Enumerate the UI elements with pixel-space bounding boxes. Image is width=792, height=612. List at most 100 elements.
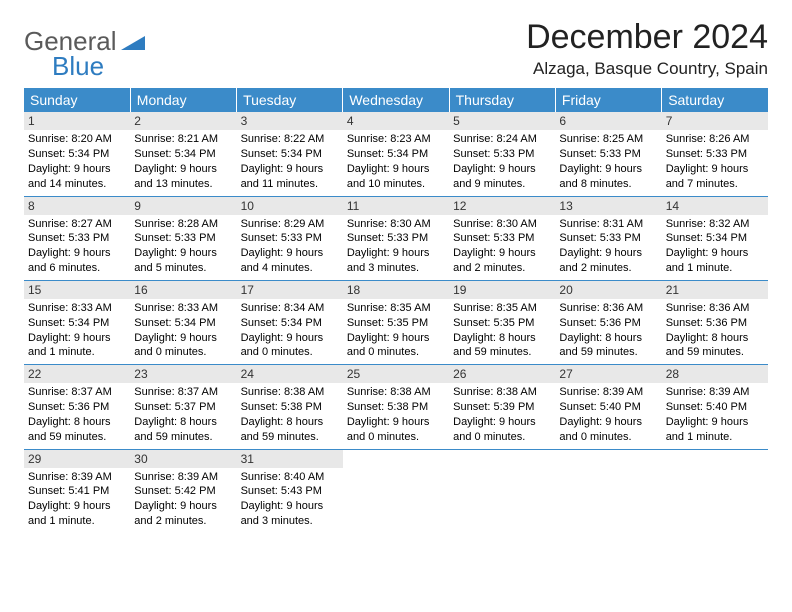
- daylight-text: Daylight: 9 hours and 11 minutes.: [241, 162, 339, 192]
- calendar-cell: [343, 449, 449, 533]
- sunset-text: Sunset: 5:34 PM: [241, 147, 339, 162]
- daylight-text: Daylight: 9 hours and 1 minute.: [666, 415, 764, 445]
- sunset-text: Sunset: 5:35 PM: [347, 316, 445, 331]
- sunrise-text: Sunrise: 8:30 AM: [453, 217, 551, 232]
- sunrise-text: Sunrise: 8:28 AM: [134, 217, 232, 232]
- calendar-cell: 16Sunrise: 8:33 AMSunset: 5:34 PMDayligh…: [130, 280, 236, 364]
- weekday-header: Wednesday: [343, 88, 449, 112]
- calendar-cell: 30Sunrise: 8:39 AMSunset: 5:42 PMDayligh…: [130, 449, 236, 533]
- sunrise-text: Sunrise: 8:20 AM: [28, 132, 126, 147]
- day-number: 21: [662, 281, 768, 299]
- calendar-cell: 12Sunrise: 8:30 AMSunset: 5:33 PMDayligh…: [449, 196, 555, 280]
- day-number: 24: [237, 365, 343, 383]
- calendar-cell: 22Sunrise: 8:37 AMSunset: 5:36 PMDayligh…: [24, 365, 130, 449]
- sunset-text: Sunset: 5:35 PM: [453, 316, 551, 331]
- day-number: 2: [130, 112, 236, 130]
- sunrise-text: Sunrise: 8:22 AM: [241, 132, 339, 147]
- daylight-text: Daylight: 9 hours and 8 minutes.: [559, 162, 657, 192]
- sunrise-text: Sunrise: 8:25 AM: [559, 132, 657, 147]
- calendar-cell: 17Sunrise: 8:34 AMSunset: 5:34 PMDayligh…: [237, 280, 343, 364]
- calendar-cell: 18 Sunrise: 8:35 AMSunset: 5:35 PMDayligh…: [343, 280, 449, 364]
- location: Alzaga, Basque Country, Spain: [526, 59, 768, 79]
- sunset-text: Sunset: 5:33 PM: [453, 231, 551, 246]
- day-number: 14: [662, 197, 768, 215]
- daylight-text: Daylight: 9 hours and 1 minute.: [28, 499, 126, 529]
- calendar-cell: 13Sunrise: 8:31 AMSunset: 5:33 PMDayligh…: [555, 196, 661, 280]
- weekday-header: Tuesday: [237, 88, 343, 112]
- sunset-text: Sunset: 5:33 PM: [559, 231, 657, 246]
- sunset-text: Sunset: 5:34 PM: [28, 147, 126, 162]
- daylight-text: Daylight: 8 hours and 59 minutes.: [241, 415, 339, 445]
- triangle-icon: [121, 32, 145, 55]
- weekday-header: Sunday: [24, 88, 130, 112]
- day-number: 18: [343, 281, 449, 299]
- sunrise-text: Sunrise: 8:23 AM: [347, 132, 445, 147]
- day-number: 23: [130, 365, 236, 383]
- sunset-text: Sunset: 5:34 PM: [28, 316, 126, 331]
- day-number: 15: [24, 281, 130, 299]
- sunrise-text: Sunrise: 8:39 AM: [559, 385, 657, 400]
- daylight-text: Daylight: 9 hours and 13 minutes.: [134, 162, 232, 192]
- day-number: 29: [24, 450, 130, 468]
- day-number: 10: [237, 197, 343, 215]
- sunrise-text: Sunrise: 8:39 AM: [134, 470, 232, 485]
- day-number: 27: [555, 365, 661, 383]
- sunrise-text: Sunrise: 8:31 AM: [559, 217, 657, 232]
- daylight-text: Daylight: 8 hours and 59 minutes.: [453, 331, 551, 361]
- calendar-cell: 31Sunrise: 8:40 AMSunset: 5:43 PMDayligh…: [237, 449, 343, 533]
- sunset-text: Sunset: 5:33 PM: [28, 231, 126, 246]
- calendar-cell: 29Sunrise: 8:39 AMSunset: 5:41 PMDayligh…: [24, 449, 130, 533]
- day-number: 3: [237, 112, 343, 130]
- daylight-text: Daylight: 9 hours and 0 minutes.: [347, 331, 445, 361]
- sunrise-text: Sunrise: 8:35 AM: [347, 301, 445, 316]
- calendar-cell: 4Sunrise: 8:23 AMSunset: 5:34 PMDaylight…: [343, 112, 449, 196]
- day-number: 12: [449, 197, 555, 215]
- calendar-cell: 25Sunrise: 8:38 AMSunset: 5:38 PMDayligh…: [343, 365, 449, 449]
- daylight-text: Daylight: 9 hours and 9 minutes.: [453, 162, 551, 192]
- daylight-text: Daylight: 9 hours and 5 minutes.: [134, 246, 232, 276]
- logo: General Blue: [24, 30, 145, 80]
- sunrise-text: Sunrise: 8:24 AM: [453, 132, 551, 147]
- day-number: 28: [662, 365, 768, 383]
- daylight-text: Daylight: 9 hours and 2 minutes.: [559, 246, 657, 276]
- sunset-text: Sunset: 5:42 PM: [134, 484, 232, 499]
- sunset-text: Sunset: 5:36 PM: [28, 400, 126, 415]
- day-number: 1: [24, 112, 130, 130]
- calendar-cell: 10Sunrise: 8:29 AMSunset: 5:33 PMDayligh…: [237, 196, 343, 280]
- logo-text-block: General Blue: [24, 30, 145, 80]
- calendar-week: 8Sunrise: 8:27 AMSunset: 5:33 PMDaylight…: [24, 196, 768, 280]
- day-number: 30: [130, 450, 236, 468]
- sunset-text: Sunset: 5:40 PM: [559, 400, 657, 415]
- day-number: 8: [24, 197, 130, 215]
- calendar-cell: 9Sunrise: 8:28 AMSunset: 5:33 PMDaylight…: [130, 196, 236, 280]
- daylight-text: Daylight: 9 hours and 0 minutes.: [453, 415, 551, 445]
- sunrise-text: Sunrise: 8:35 AM: [453, 301, 551, 316]
- sunrise-text: Sunrise: 8:29 AM: [241, 217, 339, 232]
- sunrise-text: Sunrise: 8:33 AM: [28, 301, 126, 316]
- daylight-text: Daylight: 9 hours and 6 minutes.: [28, 246, 126, 276]
- calendar-cell: 6Sunrise: 8:25 AMSunset: 5:33 PMDaylight…: [555, 112, 661, 196]
- daylight-text: Daylight: 9 hours and 3 minutes.: [241, 499, 339, 529]
- calendar-cell: 7Sunrise: 8:26 AMSunset: 5:33 PMDaylight…: [662, 112, 768, 196]
- sunset-text: Sunset: 5:38 PM: [241, 400, 339, 415]
- weekday-header: Friday: [555, 88, 661, 112]
- calendar-cell: 21Sunrise: 8:36 AMSunset: 5:36 PMDayligh…: [662, 280, 768, 364]
- sunset-text: Sunset: 5:34 PM: [347, 147, 445, 162]
- calendar-cell: [555, 449, 661, 533]
- day-number: 4: [343, 112, 449, 130]
- sunrise-text: Sunrise: 8:37 AM: [28, 385, 126, 400]
- page-title: December 2024: [526, 18, 768, 57]
- day-number: 7: [662, 112, 768, 130]
- calendar-body: 1Sunrise: 8:20 AMSunset: 5:34 PMDaylight…: [24, 112, 768, 533]
- calendar-cell: 11Sunrise: 8:30 AMSunset: 5:33 PMDayligh…: [343, 196, 449, 280]
- daylight-text: Daylight: 8 hours and 59 minutes.: [28, 415, 126, 445]
- calendar-cell: 20Sunrise: 8:36 AMSunset: 5:36 PMDayligh…: [555, 280, 661, 364]
- sunset-text: Sunset: 5:36 PM: [666, 316, 764, 331]
- calendar-cell: 14Sunrise: 8:32 AMSunset: 5:34 PMDayligh…: [662, 196, 768, 280]
- daylight-text: Daylight: 9 hours and 3 minutes.: [347, 246, 445, 276]
- calendar-cell: [449, 449, 555, 533]
- daylight-text: Daylight: 8 hours and 59 minutes.: [666, 331, 764, 361]
- weekday-row: Sunday Monday Tuesday Wednesday Thursday…: [24, 88, 768, 112]
- day-number: 25: [343, 365, 449, 383]
- calendar-cell: 2Sunrise: 8:21 AMSunset: 5:34 PMDaylight…: [130, 112, 236, 196]
